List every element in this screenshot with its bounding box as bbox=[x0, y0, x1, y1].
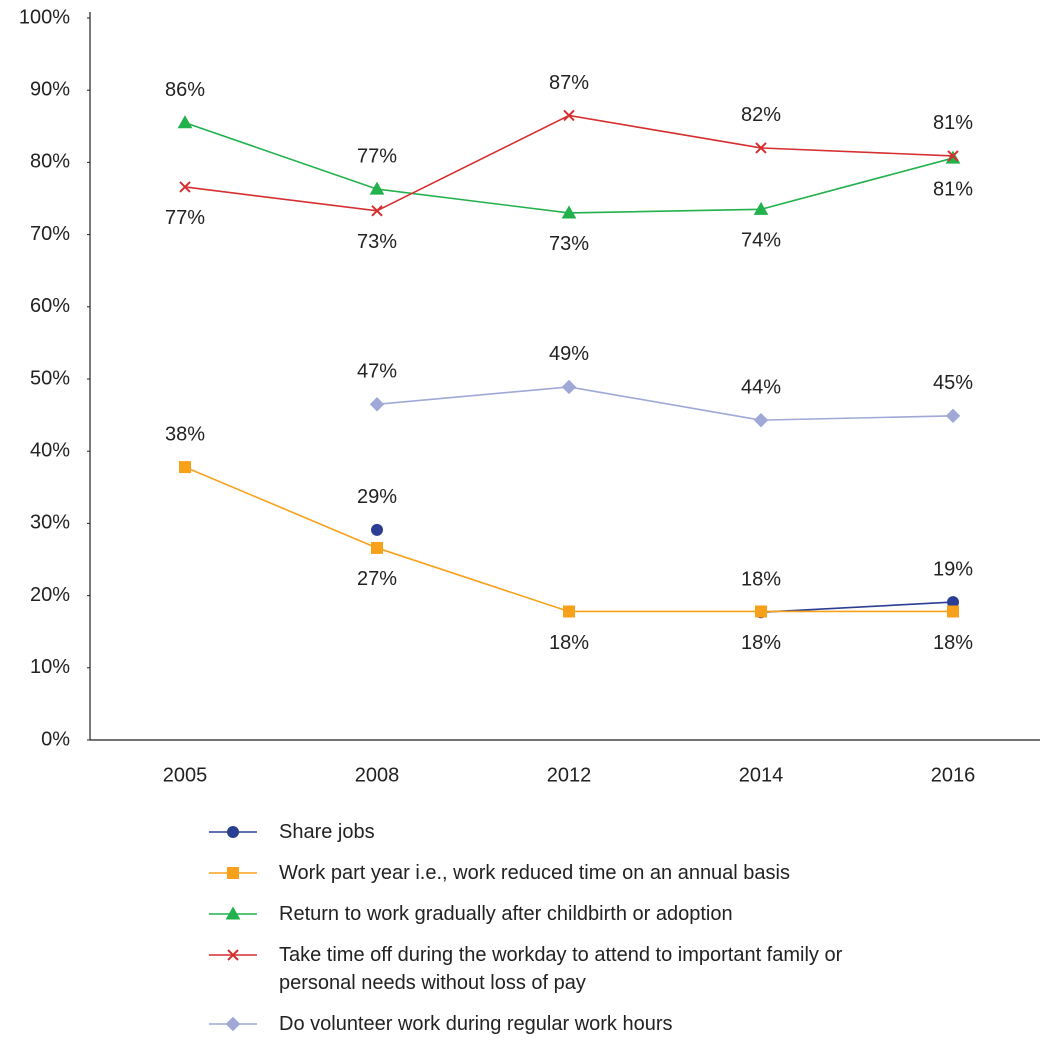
legend-item: Take time off during the workday to atte… bbox=[205, 941, 879, 997]
legend-swatch bbox=[209, 906, 257, 920]
series: 77% 73% 87% 82% 81% bbox=[165, 72, 973, 253]
legend-label: Share jobs bbox=[279, 821, 375, 843]
legend-swatch bbox=[209, 867, 257, 879]
series-line bbox=[184, 466, 953, 613]
data-label: 38% bbox=[165, 423, 205, 445]
series: 38% 27% 18% 18% 18% bbox=[165, 423, 973, 653]
data-label: 86% bbox=[165, 79, 205, 101]
data-label: 81% bbox=[933, 178, 973, 200]
y-tick-label: 20% bbox=[30, 584, 70, 606]
marker bbox=[563, 109, 575, 122]
marker bbox=[177, 115, 193, 129]
y-tick-label: 90% bbox=[30, 78, 70, 100]
data-label: 77% bbox=[165, 207, 205, 229]
data-label: 18% bbox=[741, 632, 781, 654]
legend-swatch bbox=[209, 1016, 257, 1032]
chart: 0% 10% 20% 30% 40% 50% 60% 70% 80% 90% 100% 2005 200… bbox=[19, 6, 1040, 786]
data-label: 77% bbox=[357, 145, 397, 167]
marker bbox=[371, 541, 383, 554]
marker bbox=[563, 605, 575, 618]
legend-marker bbox=[227, 826, 239, 838]
y-tick-label: 0% bbox=[41, 728, 70, 750]
data-label: 18% bbox=[549, 632, 589, 654]
legend-item: Share jobs bbox=[205, 818, 879, 846]
marker bbox=[945, 408, 961, 424]
x-tick-label: 2008 bbox=[355, 764, 400, 786]
legend-item: Return to work gradually after childbirt… bbox=[205, 900, 879, 928]
marker bbox=[755, 605, 767, 618]
marker bbox=[369, 397, 385, 412]
legend-marker bbox=[227, 867, 239, 879]
legend-marker bbox=[227, 949, 239, 961]
series-line bbox=[376, 386, 954, 421]
marker bbox=[179, 461, 191, 474]
series: 29% 18% 19% bbox=[357, 486, 973, 619]
data-label: 47% bbox=[357, 361, 397, 383]
y-tick-label: 30% bbox=[30, 512, 70, 534]
marker bbox=[179, 181, 191, 193]
data-label: 81% bbox=[933, 112, 973, 134]
marker bbox=[371, 205, 383, 217]
y-tick-label: 40% bbox=[30, 439, 70, 461]
data-label: 73% bbox=[549, 233, 589, 255]
legend-label: Do volunteer work during regular work ho… bbox=[279, 1013, 673, 1035]
y-tick-label: 60% bbox=[30, 295, 70, 317]
marker bbox=[753, 201, 769, 215]
data-label: 49% bbox=[549, 343, 589, 365]
data-label: 73% bbox=[357, 231, 397, 253]
marker bbox=[561, 205, 577, 219]
series: 86% 77% 73% 74% 81% bbox=[165, 79, 973, 255]
y-tick-label: 70% bbox=[30, 223, 70, 245]
legend-item: Work part year i.e., work reduced time o… bbox=[205, 859, 879, 887]
legend-swatch bbox=[209, 949, 257, 961]
data-label: 18% bbox=[741, 568, 781, 590]
legend-swatch bbox=[209, 826, 257, 838]
legend: Share jobs Work part year i.e., work redu… bbox=[205, 818, 879, 1042]
legend-marker bbox=[225, 1016, 241, 1032]
y-tick-label: 10% bbox=[30, 656, 70, 678]
marker bbox=[947, 150, 959, 162]
marker bbox=[753, 412, 769, 428]
legend-label: Work part year i.e., work reduced time o… bbox=[279, 862, 790, 884]
x-tick-label: 2012 bbox=[547, 764, 592, 786]
data-label: 45% bbox=[933, 372, 973, 394]
data-label: 18% bbox=[933, 632, 973, 654]
data-label: 82% bbox=[741, 104, 781, 126]
legend-label: Take time off during the workday to atte… bbox=[279, 944, 843, 994]
x-tick-label: 2014 bbox=[739, 764, 784, 786]
legend-marker bbox=[225, 906, 241, 920]
marker bbox=[755, 142, 767, 154]
y-tick-label: 80% bbox=[30, 151, 70, 173]
series: 47% 49% 44% 45% bbox=[357, 343, 973, 428]
y-tick-label: 50% bbox=[30, 367, 70, 389]
marker bbox=[561, 379, 577, 395]
data-label: 74% bbox=[741, 230, 781, 252]
series-line bbox=[760, 601, 954, 614]
marker bbox=[369, 181, 385, 195]
x-tick-label: 2016 bbox=[931, 764, 976, 786]
legend-item: Do volunteer work during regular work ho… bbox=[205, 1010, 879, 1038]
data-label: 87% bbox=[549, 72, 589, 94]
marker bbox=[371, 523, 383, 536]
data-label: 44% bbox=[741, 376, 781, 398]
data-label: 19% bbox=[933, 558, 973, 580]
marker bbox=[947, 605, 959, 618]
data-label: 29% bbox=[357, 486, 397, 508]
legend-label: Return to work gradually after childbirt… bbox=[279, 903, 733, 925]
x-tick-label: 2005 bbox=[163, 764, 208, 786]
y-tick-label: 100% bbox=[19, 6, 70, 28]
series-line bbox=[184, 121, 954, 214]
data-label: 27% bbox=[357, 568, 397, 590]
